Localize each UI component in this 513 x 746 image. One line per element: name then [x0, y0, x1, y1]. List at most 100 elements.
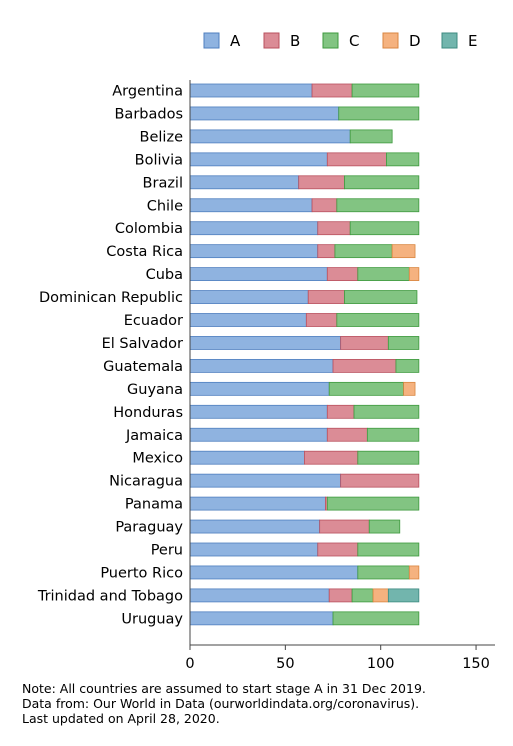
bar-segment-c [349, 221, 420, 236]
bar-segment-c [349, 129, 393, 144]
bar-segment-a [189, 290, 309, 304]
bar-segment-c [338, 106, 420, 121]
bar-segment-c [357, 565, 410, 580]
bar-segment-a [189, 565, 359, 580]
bar-segment-b [332, 358, 397, 373]
bar-segment-a [189, 336, 342, 350]
bar-segment-b [317, 221, 351, 236]
bar-segment-a [189, 404, 328, 419]
country-label: Peru [151, 543, 183, 559]
bar-segment-d [372, 588, 389, 603]
country-labels: Argentina Barbados Belize Bolivia Brazil Chil… [37, 84, 184, 628]
bar-segment-c [332, 611, 420, 626]
country-label: Barbados [114, 106, 183, 122]
x-tick-label: 0 [185, 656, 194, 672]
bar-segment-b [340, 473, 420, 488]
bar-segment-c [353, 404, 420, 419]
bar-segment-c [357, 267, 410, 282]
note-source: Data from: Our World in Data (ourworldin… [22, 696, 420, 711]
country-label: Jamaica [125, 428, 183, 444]
bar-segment-d [408, 565, 420, 580]
legend-swatch-c [322, 32, 339, 49]
bar-segment-b [340, 336, 389, 350]
legend-label-c: C [349, 32, 359, 50]
bar-segment-b [298, 175, 345, 190]
country-label: Colombia [115, 221, 183, 237]
bar-segment-a [189, 358, 334, 373]
legend-swatch-d [382, 32, 399, 49]
bar-segment-a [189, 152, 328, 167]
country-label: Puerto Rico [100, 565, 183, 581]
bar-segment-c [336, 313, 420, 327]
bar-segment-c [395, 358, 420, 373]
bar-segment-c [326, 496, 420, 511]
x-tick-label: 100 [367, 656, 395, 672]
x-tick-label: 50 [276, 656, 294, 672]
country-label: Chile [147, 198, 183, 214]
legend-swatch-a [203, 32, 220, 49]
bar-segment-a [189, 496, 326, 511]
country-label: Costa Rica [106, 244, 183, 260]
bar-plot-area [189, 83, 420, 626]
legend-label-a: A [230, 32, 241, 50]
bar-segment-a [189, 450, 305, 465]
bar-segment-d [403, 381, 416, 396]
bar-segment-b [326, 404, 355, 419]
bar-segment-d [391, 244, 416, 259]
country-label: Argentina [112, 84, 183, 100]
country-label: Dominican Republic [39, 290, 183, 306]
note-assumption: Note: All countries are assumed to start… [22, 681, 426, 696]
bar-segment-b [311, 83, 353, 98]
note-updated: Last updated on April 28, 2020. [22, 711, 220, 726]
x-tick-label: 150 [462, 656, 490, 672]
country-label: Nicaragua [109, 474, 183, 490]
bar-segment-a [189, 198, 313, 213]
bar-segment-d [408, 267, 420, 282]
bar-segment-a [189, 106, 340, 121]
bar-segment-a [189, 381, 330, 396]
bar-segment-a [189, 221, 319, 236]
country-label: Panama [125, 497, 183, 513]
bar-segment-a [189, 175, 300, 190]
country-label: Mexico [132, 451, 183, 467]
bar-segment-a [189, 244, 319, 259]
bar-segment-b [326, 152, 387, 167]
bar-segment-c [344, 290, 418, 304]
x-axis: 0 50 100 150 [185, 645, 490, 672]
bar-segment-a [189, 542, 319, 557]
country-label: Cuba [146, 267, 183, 283]
bar-segment-c [351, 83, 420, 98]
bar-segment-a [189, 588, 330, 603]
legend-label-b: B [290, 32, 300, 50]
country-label: El Salvador [102, 336, 183, 352]
country-label: Bolivia [135, 152, 183, 168]
bar-segment-a [189, 473, 342, 488]
chart-legend: A B C D E [203, 32, 477, 50]
bar-segment-c [357, 450, 420, 465]
bar-segment-b [328, 588, 353, 603]
bar-segment-c [386, 152, 420, 167]
legend-swatch-b [263, 32, 280, 49]
legend-label-d: D [409, 32, 421, 50]
bar-segment-c [357, 542, 420, 557]
country-label: Uruguay [121, 611, 183, 627]
bar-segment-c [351, 588, 374, 603]
bar-segment-c [334, 244, 393, 259]
bar-segment-a [189, 83, 313, 98]
bar-segment-c [368, 519, 401, 534]
bar-segment-b [304, 450, 359, 465]
country-label: Belize [140, 129, 184, 145]
bar-segment-c [328, 381, 404, 396]
chart-note: Note: All countries are assumed to start… [22, 681, 426, 726]
bar-segment-a [189, 611, 334, 626]
bar-segment-c [366, 427, 420, 442]
bar-segment-e [387, 588, 420, 603]
stacked-bar-chart: A B C D E Argentina Barbados Belize Bolivia Braz… [37, 32, 495, 672]
bar-segment-b [317, 244, 336, 259]
bar-segment-a [189, 129, 351, 144]
country-label: Paraguay [115, 520, 183, 536]
bar-segment-b [311, 198, 338, 213]
bar-segment-a [189, 267, 328, 282]
legend-swatch-e [441, 32, 458, 49]
bar-segment-b [326, 427, 368, 442]
